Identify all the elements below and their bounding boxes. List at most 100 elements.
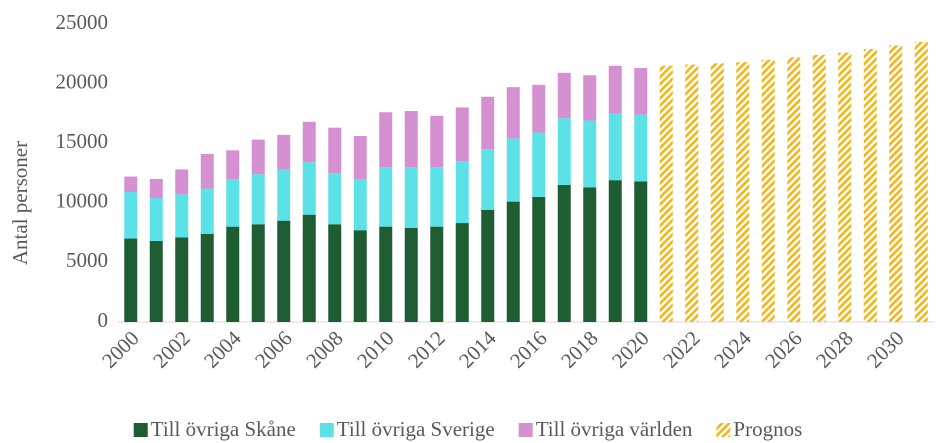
bar-segment [506, 138, 520, 202]
x-tick-label: 2030 [862, 326, 909, 373]
bar-segment [634, 114, 648, 182]
bar-segment [379, 167, 393, 227]
bar-segment [124, 192, 138, 239]
bar-segment [430, 167, 444, 227]
legend-swatch [133, 423, 148, 437]
bar-segment [149, 178, 163, 199]
bar-segment [226, 178, 240, 227]
bar-segment [659, 65, 673, 322]
bar-segment [583, 187, 597, 322]
bar-segment [226, 150, 240, 179]
bar-segment [149, 198, 163, 241]
bar-segment [532, 196, 546, 322]
bar-segment [404, 167, 418, 228]
bar-segment [761, 59, 775, 322]
bar-segment [277, 134, 291, 170]
bar-segment [914, 41, 928, 322]
bar-segment [175, 237, 189, 322]
bar-segment [812, 54, 826, 322]
y-tick-label: 5000 [66, 248, 108, 272]
bar-segment [302, 162, 316, 215]
legend: Till övriga Skåne Till övriga Sverige Till… [133, 417, 802, 441]
bar-segment [328, 224, 342, 322]
bar-segment [557, 72, 571, 119]
y-tick-label: 20000 [56, 69, 109, 93]
bar-segment [506, 201, 520, 322]
bar-segment [506, 87, 520, 139]
bar-segment [404, 111, 418, 168]
x-tick-label: 2024 [709, 326, 756, 373]
bar-segment [302, 214, 316, 322]
bar-segment [583, 75, 597, 121]
bar-segment [328, 173, 342, 225]
bar-segment [583, 120, 597, 188]
bar-segment [455, 161, 469, 224]
legend-swatch [716, 423, 731, 437]
bar-segment [226, 226, 240, 322]
bar-segment [608, 113, 622, 181]
bar-segment [124, 176, 138, 193]
bar-segment [200, 188, 214, 234]
bar-segment [379, 112, 393, 168]
bar-segment [532, 84, 546, 133]
x-tick-label: 2012 [403, 326, 450, 373]
bar-segment [251, 224, 265, 322]
bar-segment [736, 62, 750, 322]
bar-segment [353, 230, 367, 322]
bar-segment [481, 96, 495, 150]
x-tick-label: 2022 [658, 326, 705, 373]
x-tick-label: 2002 [148, 326, 195, 373]
bar-segment [200, 233, 214, 322]
legend-label: Till övriga Skåne [151, 417, 296, 441]
bar-segment [532, 132, 546, 197]
bar-segment [557, 118, 571, 185]
bar-segment [634, 68, 648, 115]
bar-segment [353, 136, 367, 179]
bar-segment [430, 226, 444, 322]
y-tick-label: 0 [98, 308, 109, 332]
bar-segment [863, 49, 877, 322]
bar-segment [889, 45, 903, 323]
bar-segment [455, 223, 469, 322]
bar-segment [557, 184, 571, 322]
bar-segment [710, 63, 724, 322]
y-axis-label: Antal personer [8, 141, 32, 265]
legend-label: Prognos [733, 417, 802, 441]
bar-segment [149, 240, 163, 322]
x-tick-label: 2028 [811, 326, 858, 373]
bar-segment [277, 220, 291, 322]
legend-swatch [518, 423, 533, 437]
x-tick-label: 2014 [454, 326, 501, 373]
bar-segment [175, 194, 189, 238]
x-tick-label: 2020 [607, 326, 654, 373]
bar-segment [404, 227, 418, 322]
bar-segment [430, 115, 444, 168]
legend-swatch [319, 423, 334, 437]
bar-segment [838, 52, 852, 322]
x-tick-label: 2018 [556, 326, 603, 373]
bar-segment [353, 178, 367, 231]
x-tick-label: 2010 [352, 326, 399, 373]
bar-segment [481, 209, 495, 322]
y-tick-label: 25000 [56, 10, 109, 34]
x-tick-label: 2004 [199, 326, 246, 373]
bar-segment [379, 226, 393, 322]
x-tick-label: 2000 [97, 326, 144, 373]
bar-segment [455, 107, 469, 162]
bar-segment [251, 139, 265, 175]
x-tick-label: 2006 [250, 326, 297, 373]
bar-segment [302, 121, 316, 163]
bar-segment [175, 169, 189, 195]
bar-segment [277, 169, 291, 221]
bar-segment [481, 149, 495, 210]
y-tick-label: 10000 [56, 189, 109, 213]
bar-segment [328, 127, 342, 173]
x-tick-label: 2008 [301, 326, 348, 373]
bar-segment [685, 64, 699, 322]
x-tick-label: 2026 [760, 326, 807, 373]
legend-label: Till övriga världen [536, 417, 693, 441]
y-tick-label: 15000 [56, 129, 109, 153]
bar-segment [634, 181, 648, 322]
bar-segment [608, 65, 622, 114]
